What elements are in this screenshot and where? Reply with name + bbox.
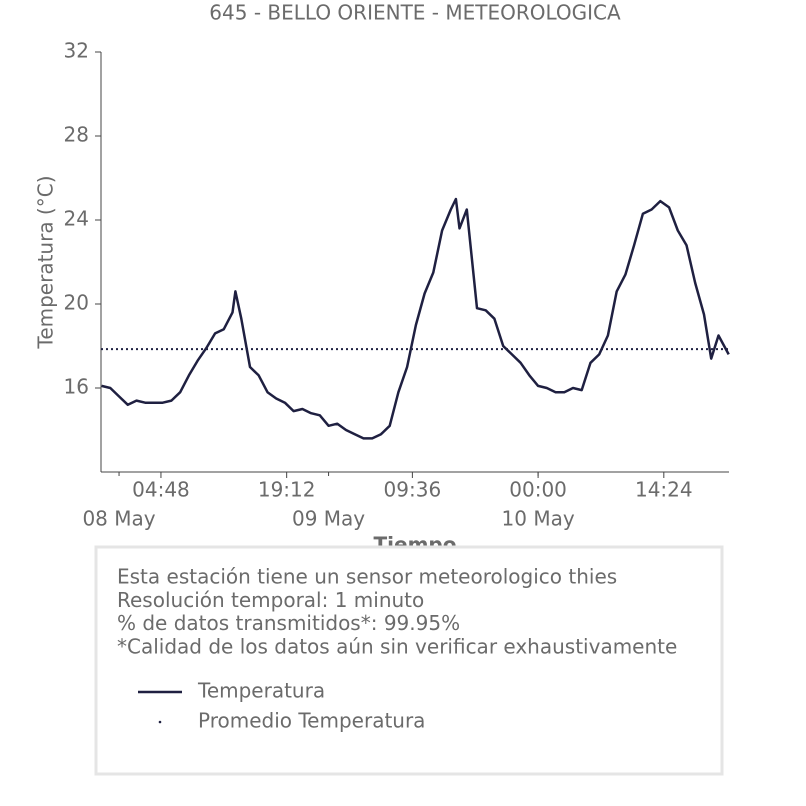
plot-area: 16 20 24 28 32 04:48 19:12 09:36 00:00 14:24 08 Ma…: [64, 39, 730, 531]
y-axis-label: Temperatura (°C): [34, 175, 58, 349]
info-text: Esta estación tiene un sensor meteorolog…: [117, 565, 617, 589]
legend-label: Promedio Temperatura: [198, 709, 425, 733]
y-tick-label: 20: [64, 291, 89, 315]
y-tick-label: 28: [64, 123, 89, 147]
x-date-label: 09 May: [292, 507, 365, 531]
x-tick-label: 14:24: [635, 478, 693, 502]
x-tick-label: 09:36: [384, 478, 442, 502]
x-date-label: 10 May: [502, 507, 575, 531]
y-tick-label: 24: [64, 207, 89, 231]
chart-title: 645 - BELLO ORIENTE - METEOROLOGICA: [209, 1, 621, 25]
info-content: Esta estación tiene un sensor meteorolog…: [117, 565, 677, 733]
y-tick-label: 16: [64, 375, 89, 399]
y-tick-label: 32: [64, 39, 89, 63]
info-text: % de datos transmitidos*: 99.95%: [117, 611, 460, 635]
info-text: Resolución temporal: 1 minuto: [117, 588, 424, 612]
temperature-line: [101, 197, 730, 440]
x-date-label: 08 May: [82, 507, 155, 531]
info-box: [94, 545, 724, 776]
info-text: *Calidad de los datos aún sin verificar …: [117, 634, 677, 658]
legend-dot: [158, 720, 162, 724]
x-tick-label: 19:12: [258, 478, 316, 502]
legend-label: Temperatura: [197, 679, 325, 703]
x-tick-label: 00:00: [509, 478, 567, 502]
x-tick-label: 04:48: [132, 478, 190, 502]
